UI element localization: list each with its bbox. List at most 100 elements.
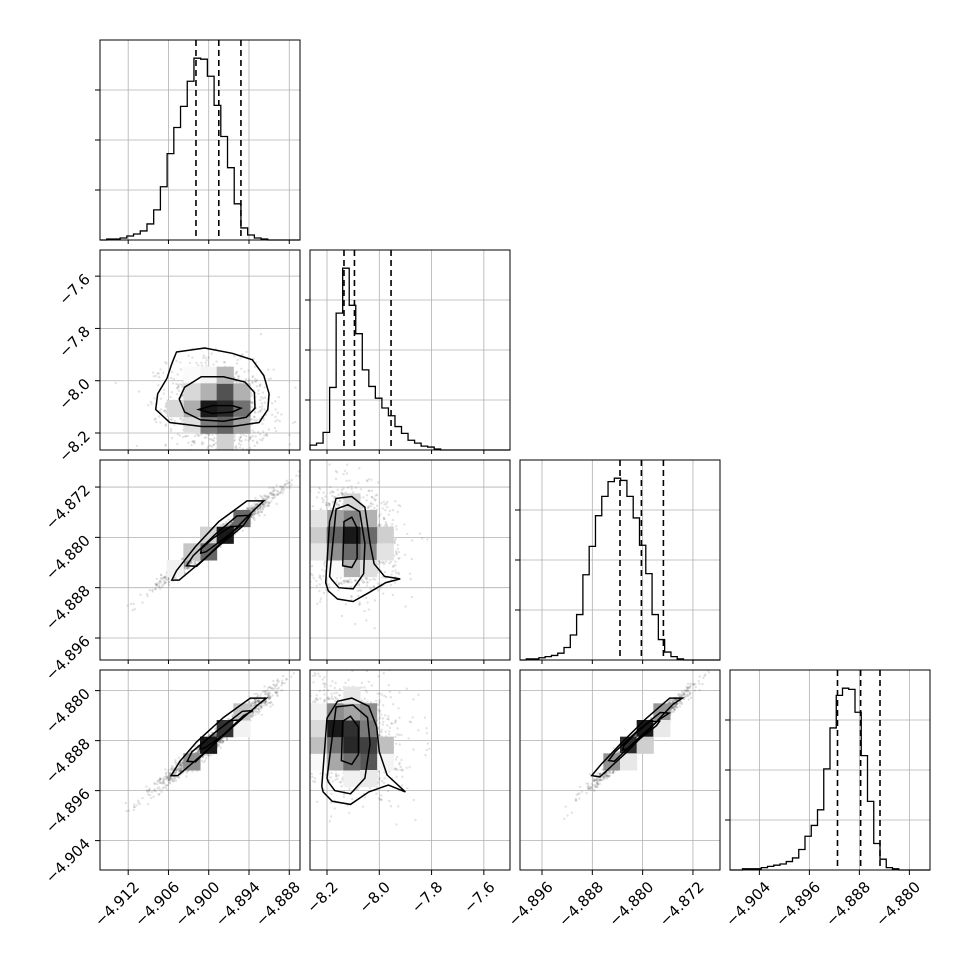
scatter-point: [258, 405, 262, 409]
scatter-point: [162, 576, 165, 579]
panel-frame: [729, 669, 931, 871]
scatter-point: [328, 586, 331, 589]
scatter-point: [389, 560, 392, 564]
panel-content: [290, 460, 510, 660]
scatter-point: [255, 440, 259, 444]
scatter-point: [211, 454, 213, 456]
scatter-point: [231, 715, 234, 718]
scatter-point: [266, 692, 269, 696]
scatter-point: [395, 571, 398, 575]
scatter-point: [262, 704, 266, 707]
scatter-point: [135, 444, 138, 448]
scatter-point: [337, 493, 340, 497]
scatter-point: [264, 501, 267, 504]
scatter-point: [239, 435, 242, 438]
scatter-point: [372, 497, 375, 500]
scatter-point: [354, 486, 358, 489]
density-cell: [166, 560, 184, 578]
scatter-point: [274, 420, 277, 423]
scatter-point: [252, 506, 255, 509]
scatter-point: [271, 494, 274, 497]
scatter-point: [365, 499, 368, 502]
scatter-point: [340, 614, 344, 618]
scatter-point: [366, 581, 369, 584]
scatter-point: [410, 557, 413, 561]
scatter-point: [395, 525, 398, 528]
scatter-point: [343, 581, 346, 584]
scatter-point: [303, 578, 305, 580]
scatter-point: [307, 499, 309, 501]
scatter-point: [340, 488, 344, 491]
scatter-point: [179, 383, 182, 386]
scatter-point: [162, 777, 165, 781]
scatter-point: [331, 491, 335, 494]
scatter-point: [277, 396, 280, 399]
scatter-point: [208, 433, 211, 436]
scatter-point: [170, 436, 174, 440]
scatter-point: [264, 498, 267, 501]
scatter-point: [373, 599, 377, 602]
scatter-point: [295, 474, 298, 477]
scatter-point: [158, 415, 161, 418]
scatter-point: [253, 377, 257, 381]
scatter-point: [319, 597, 322, 600]
scatter-point: [175, 393, 179, 396]
scatter-point: [163, 575, 167, 578]
scatter-point: [394, 564, 397, 567]
scatter-point: [241, 477, 243, 479]
scatter-point: [178, 434, 182, 437]
scatter-point: [253, 415, 256, 419]
scatter-point: [297, 550, 299, 552]
scatter-point: [296, 515, 298, 517]
scatter-point: [283, 484, 287, 487]
scatter-point: [251, 376, 254, 379]
scatter-point: [253, 518, 256, 522]
histogram-step: [309, 267, 510, 451]
panel-content: [100, 460, 300, 660]
scatter-point: [166, 577, 170, 580]
scatter-point: [164, 423, 168, 426]
scatter-point: [239, 435, 242, 439]
scatter-point: [253, 415, 256, 419]
scatter-point: [337, 504, 340, 507]
scatter-point: [370, 496, 373, 499]
scatter-point: [161, 585, 164, 588]
scatter-point: [247, 507, 250, 510]
scatter-point: [157, 372, 160, 375]
scatter-point: [258, 514, 261, 517]
scatter-point: [280, 413, 283, 416]
scatter-point: [150, 402, 153, 405]
scatter-point: [163, 582, 167, 585]
scatter-point: [250, 392, 253, 395]
scatter-point: [370, 495, 374, 499]
scatter-point: [292, 572, 294, 574]
scatter-point: [170, 391, 174, 394]
scatter-point: [246, 508, 249, 511]
scatter-point: [181, 435, 185, 439]
scatter-point: [267, 495, 270, 498]
scatter-point: [290, 505, 292, 507]
scatter-point: [256, 700, 259, 703]
scatter-point: [295, 545, 297, 547]
scatter-point: [186, 434, 189, 438]
scatter-point: [281, 682, 284, 685]
scatter-point: [239, 357, 242, 360]
scatter-point: [245, 455, 247, 457]
scatter-point: [311, 574, 314, 577]
scatter-point: [256, 510, 259, 514]
scatter-point: [364, 577, 367, 580]
scatter-point: [272, 368, 275, 371]
scatter-point: [174, 771, 177, 775]
scatter-point: [343, 579, 346, 582]
scatter-point: [172, 766, 175, 769]
scatter-point: [310, 565, 314, 568]
scatter-point: [155, 577, 159, 581]
scatter-point: [254, 504, 257, 507]
scatter-point: [162, 582, 166, 585]
density-cell: [343, 560, 361, 578]
scatter-point: [152, 375, 155, 378]
scatter-point: [259, 383, 262, 386]
scatter-point: [132, 602, 135, 606]
scatter-point: [344, 603, 347, 606]
scatter-point: [251, 400, 254, 404]
